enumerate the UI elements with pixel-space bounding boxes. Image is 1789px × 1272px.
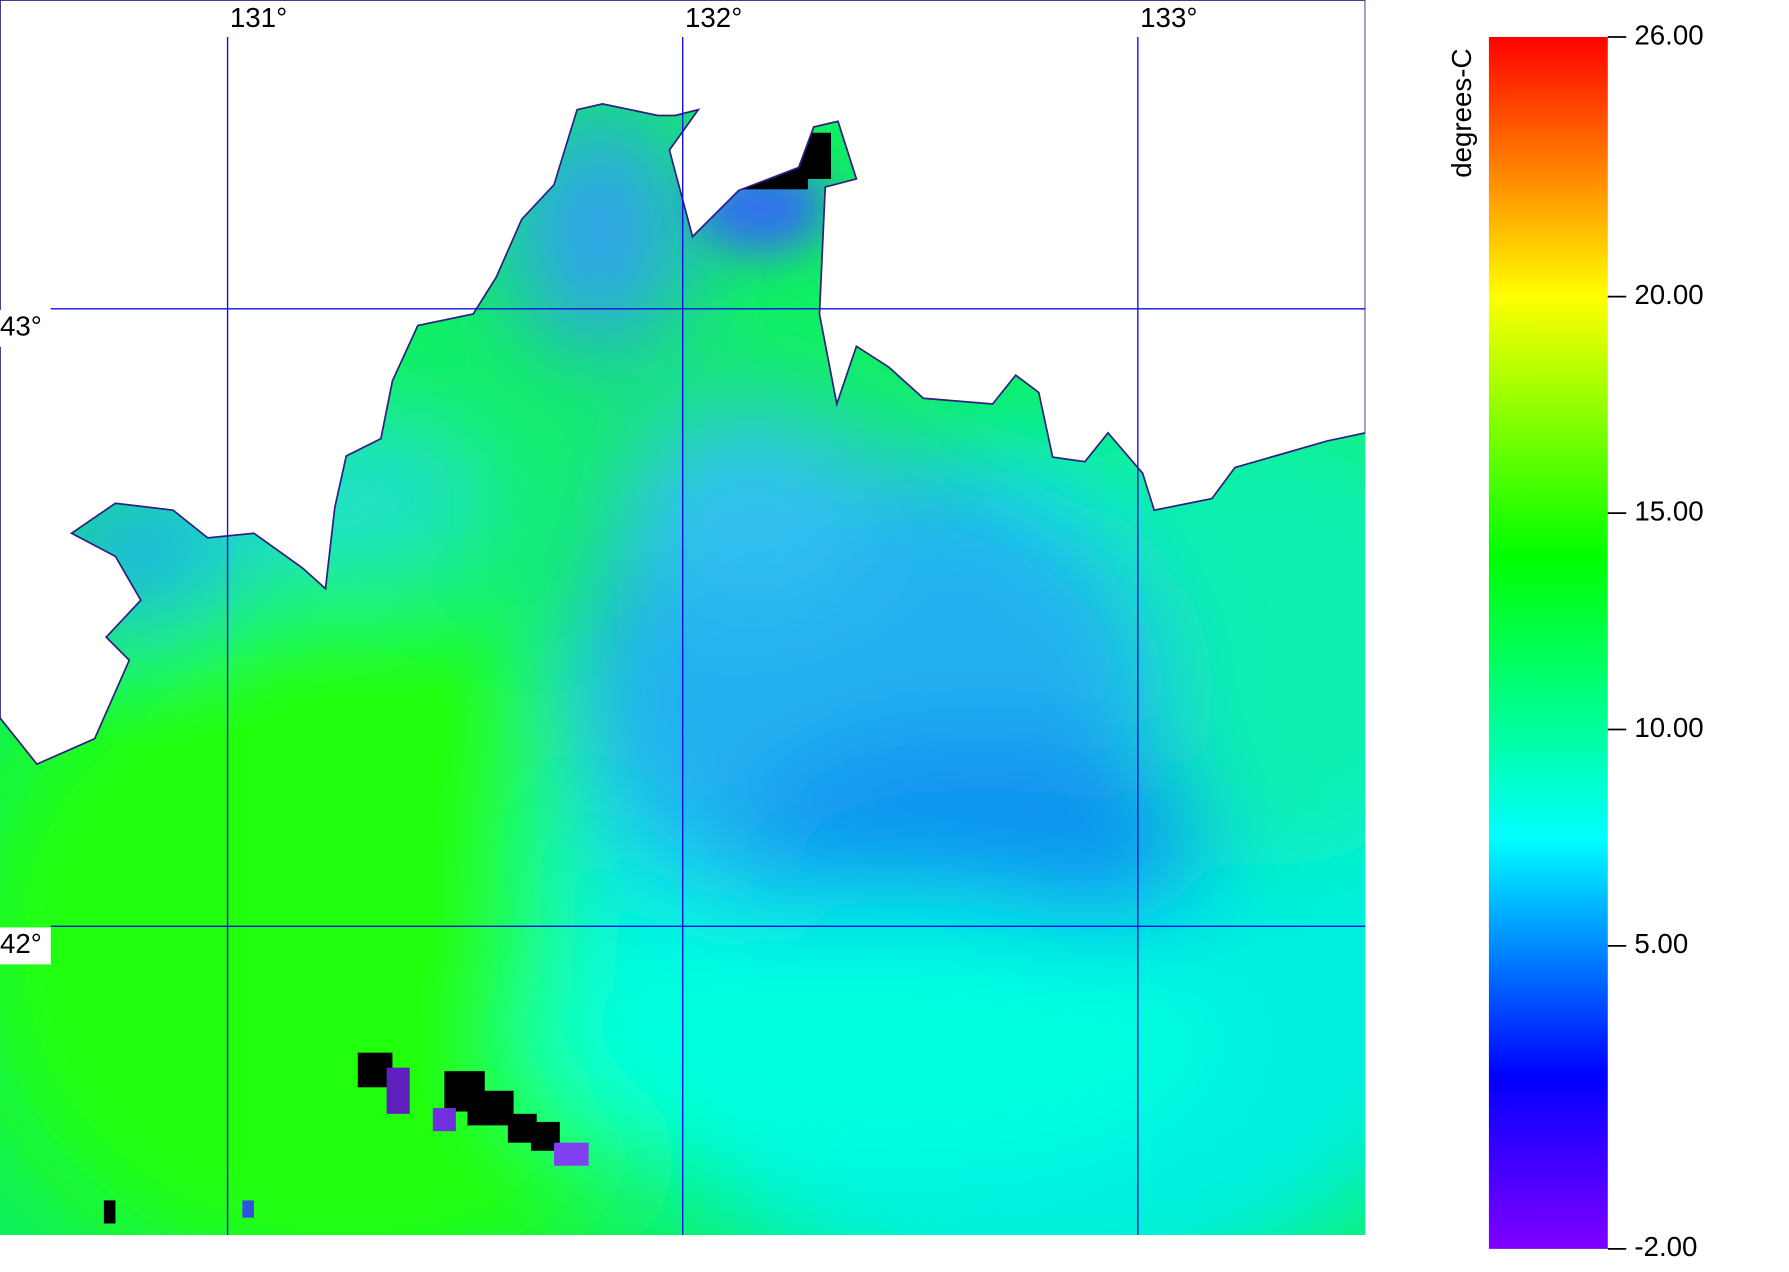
graticule [50, 36, 1366, 1236]
colorbar-tick-label: -2.00 [1634, 1231, 1697, 1262]
colorbar-tick-label: 15.00 [1634, 495, 1703, 526]
land [0, 0, 1366, 766]
latitude-label: 42° [0, 928, 42, 959]
colorbar-tick-label: 10.00 [1634, 712, 1703, 743]
colorbar-tick-label: 20.00 [1634, 279, 1703, 310]
longitude-label: 132° [685, 2, 742, 33]
longitude-label: 133° [1140, 2, 1197, 33]
colorbar-label: degrees-C [1446, 49, 1477, 178]
longitude-label: 131° [230, 2, 287, 33]
sst-image [0, 0, 1366, 1236]
colorbar-tick-label: 26.00 [1634, 19, 1703, 50]
colorbar-tick-label: 5.00 [1634, 928, 1688, 959]
colorbar [1488, 36, 1608, 1249]
latitude-label: 43° [0, 311, 42, 342]
latitude-label-bg [0, 309, 51, 347]
latitude-label-bg [0, 927, 51, 965]
